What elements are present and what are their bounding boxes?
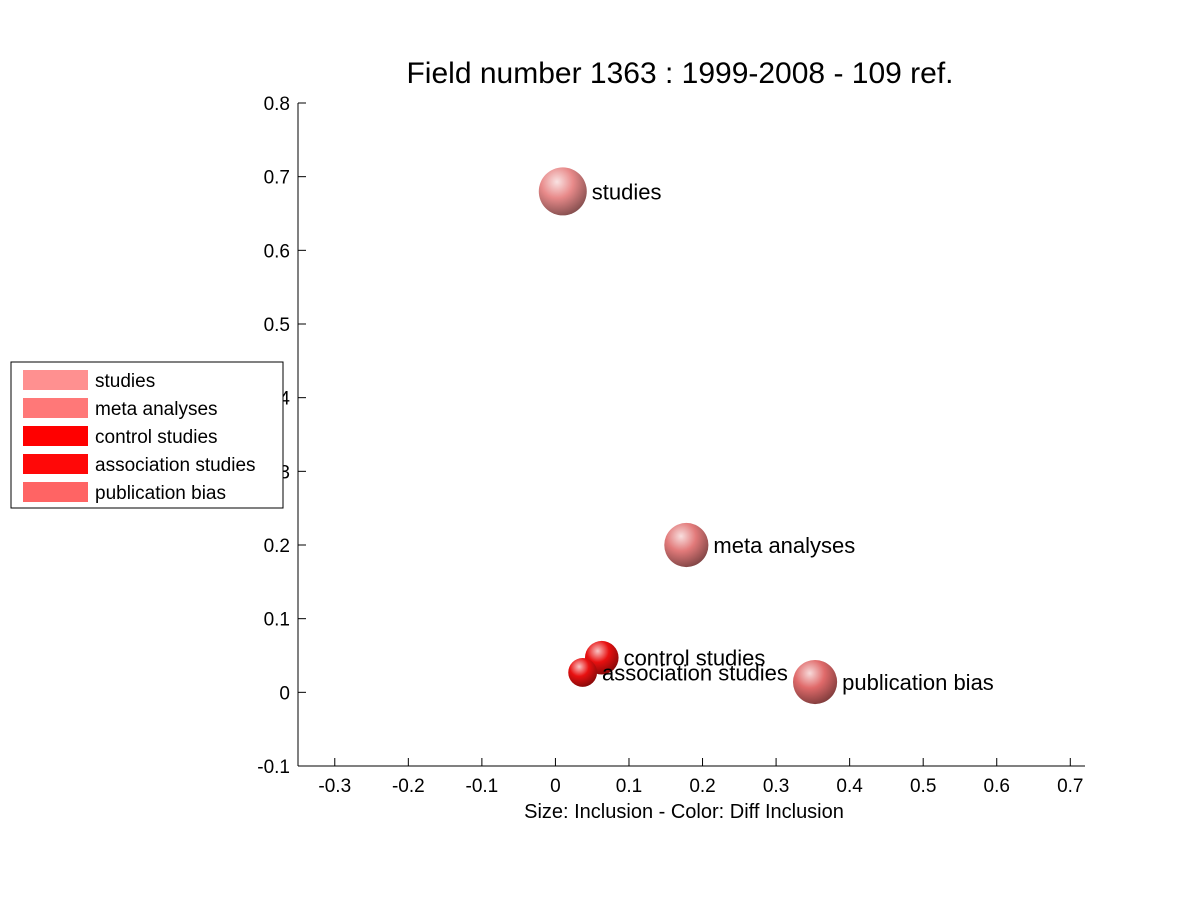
x-tick-label: -0.3 <box>318 776 351 797</box>
data-points: studies meta analyses control studiesassoc… <box>538 167 994 705</box>
data-point <box>792 659 838 705</box>
x-tick-label: 0.3 <box>763 776 789 797</box>
x-axis-ticks: -0.3 -0.2 -0.1 0 0.1 0.2 0.3 0.4 0.5 0.6 0.7 <box>318 758 1084 797</box>
chart-title: Field number 1363 : 1999-2008 - 109 ref. <box>406 57 953 90</box>
y-tick-label: 0.5 <box>264 315 290 336</box>
legend-entry: publication bias <box>95 483 226 504</box>
legend-swatch <box>23 482 88 502</box>
y-tick-label: 0.8 <box>264 94 290 115</box>
point-label: association studies <box>602 660 788 685</box>
point-label: control studies <box>624 646 766 671</box>
point-label: publication bias <box>842 670 994 695</box>
y-tick-label: 0.7 <box>264 168 290 189</box>
legend-swatch <box>23 426 88 446</box>
x-tick-label: 0.7 <box>1057 776 1083 797</box>
x-tick-label: 0.4 <box>836 776 863 797</box>
x-tick-label: -0.1 <box>466 776 499 797</box>
data-point <box>568 658 598 687</box>
axes <box>297 103 1085 767</box>
y-tick-label: -0.1 <box>257 757 290 778</box>
x-axis-label: Size: Inclusion - Color: Diff Inclusion <box>524 801 844 823</box>
data-point <box>664 522 709 568</box>
x-tick-label: 0.1 <box>616 776 642 797</box>
point-label: studies <box>592 179 662 204</box>
y-tick-label: 0.1 <box>264 610 290 631</box>
point-label: meta analyses <box>713 533 855 558</box>
y-tick-label: 0 <box>279 683 290 704</box>
y-tick-label: 0.2 <box>264 536 290 557</box>
x-tick-label: 0.2 <box>689 776 715 797</box>
legend-entry: control studies <box>95 427 218 448</box>
x-tick-label: -0.2 <box>392 776 425 797</box>
x-tick-label: 0.6 <box>984 776 1010 797</box>
legend-swatch <box>23 370 88 390</box>
legend: studies meta analyses control studies assoc… <box>10 361 284 509</box>
data-point <box>538 167 587 216</box>
legend-swatch <box>23 398 88 418</box>
legend-swatch <box>23 454 88 474</box>
legend-entry: studies <box>95 371 155 392</box>
legend-entry: association studies <box>95 455 256 476</box>
legend-entry: meta analyses <box>95 399 218 420</box>
y-tick-label: 0.6 <box>264 241 290 262</box>
x-tick-label: 0.5 <box>910 776 936 797</box>
x-tick-label: 0 <box>550 776 561 797</box>
